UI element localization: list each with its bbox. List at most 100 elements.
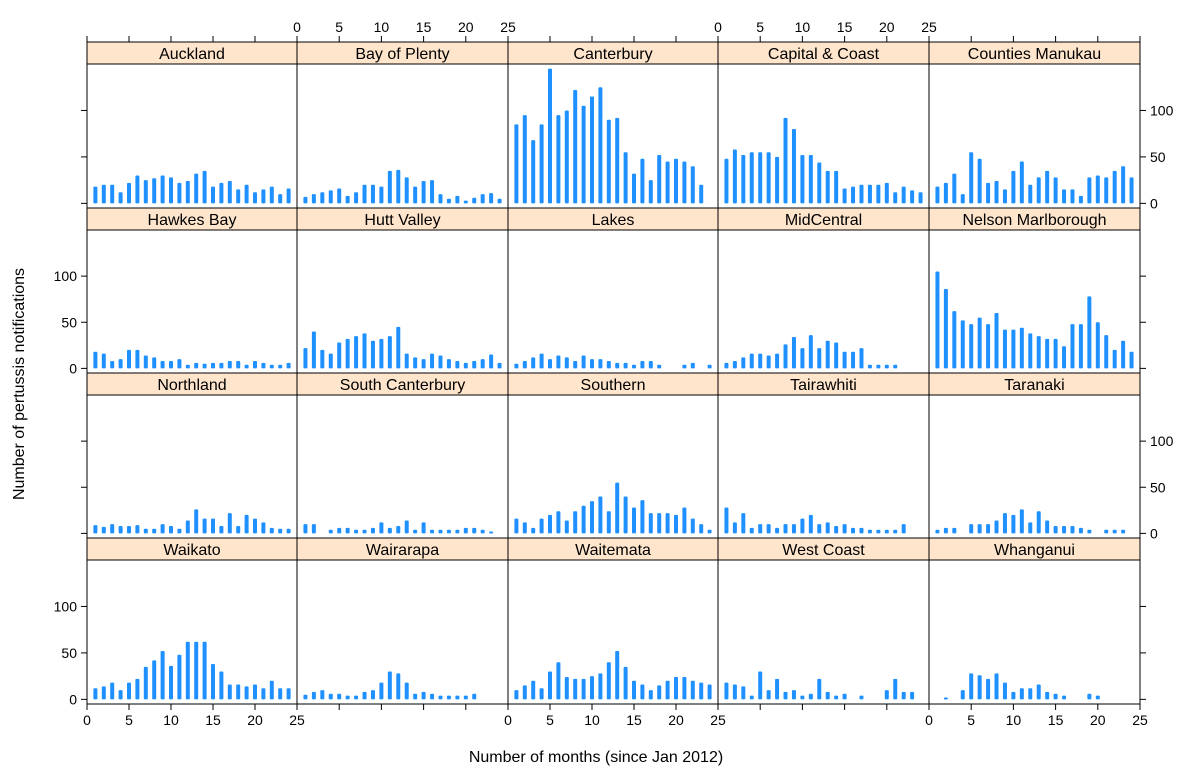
bar	[859, 348, 864, 369]
bar	[690, 166, 695, 204]
y-tick-label: 50	[1150, 479, 1166, 495]
bar	[598, 359, 603, 369]
bar	[548, 514, 552, 534]
bar	[1070, 324, 1075, 369]
bar	[1053, 526, 1058, 534]
bar	[472, 693, 477, 700]
panel-border	[507, 207, 719, 374]
panel-title: Hawkes Bay	[148, 212, 237, 229]
y-tick-label: 50	[1150, 149, 1166, 165]
bar	[194, 362, 199, 369]
x-tick-label: 20	[1090, 712, 1106, 728]
bar	[851, 527, 856, 534]
bar	[590, 676, 594, 700]
bar	[910, 691, 915, 700]
bar	[960, 690, 965, 700]
bar	[387, 170, 392, 204]
panel-midcentral: MidCentral	[717, 207, 930, 374]
bar	[1070, 526, 1075, 534]
bar	[632, 364, 636, 369]
y-axis-right: 0 50 100	[1140, 433, 1174, 541]
bar	[665, 513, 670, 534]
bar	[497, 362, 502, 369]
bar	[952, 527, 957, 534]
bar	[606, 662, 611, 700]
bar	[724, 362, 729, 369]
axes-layer: 0 5 10 15 20 25 0 5 10 15 20 25 0 5 10 15 20 25 0 5 10 15 20 25…	[54, 19, 1174, 728]
bar	[590, 96, 594, 204]
bar	[118, 526, 123, 534]
bar	[1019, 688, 1024, 700]
x-tick-label: 0	[293, 19, 301, 35]
bar	[1087, 529, 1092, 534]
panel-border	[928, 41, 1141, 209]
panel-border	[86, 41, 298, 209]
x-tick-label: 20	[247, 712, 263, 728]
bar	[489, 354, 494, 369]
bar	[446, 695, 451, 700]
bar	[143, 666, 148, 700]
bar	[615, 651, 620, 700]
x-axis-bottom-ticks	[296, 704, 509, 710]
panel-border	[717, 41, 930, 209]
bar	[834, 695, 839, 700]
bar	[960, 320, 965, 369]
bar	[455, 361, 460, 369]
bar	[876, 364, 881, 369]
bar	[354, 336, 359, 369]
bar	[143, 528, 148, 534]
bar	[1104, 335, 1109, 369]
bar	[986, 678, 991, 700]
bar	[876, 529, 881, 534]
bar	[842, 351, 847, 369]
bar	[808, 514, 813, 534]
bar	[1053, 338, 1058, 369]
bar	[893, 529, 898, 534]
bar	[421, 181, 426, 204]
bar	[834, 526, 839, 534]
bar	[657, 155, 662, 204]
bar	[269, 527, 274, 534]
bar	[531, 527, 536, 534]
bar	[438, 529, 443, 534]
x-axis-top-ticks	[507, 36, 719, 42]
bar	[825, 170, 830, 204]
bar	[110, 361, 115, 369]
bar	[791, 524, 796, 534]
bar	[606, 361, 611, 369]
panel-canterbury: Canterbury	[507, 41, 719, 209]
bar	[1062, 346, 1067, 369]
bar	[564, 520, 569, 534]
bar	[1002, 682, 1007, 700]
bar	[1002, 329, 1007, 369]
panel-title: Capital & Coast	[768, 46, 880, 63]
y-tick-label: 0	[69, 691, 77, 707]
panel-title: Hutt Valley	[364, 212, 440, 229]
bar	[766, 355, 771, 369]
bar	[463, 695, 468, 700]
bar	[531, 140, 536, 204]
bar	[825, 340, 830, 369]
bar	[800, 518, 805, 534]
y-axis-right	[1140, 605, 1146, 700]
bar	[749, 527, 754, 534]
bar	[986, 182, 991, 204]
bar	[1104, 177, 1109, 204]
bar	[303, 694, 308, 700]
bar	[657, 685, 662, 700]
bar	[606, 511, 611, 534]
bar	[1036, 511, 1041, 534]
x-tick-label: 10	[795, 19, 811, 35]
bar	[211, 664, 215, 700]
bar	[345, 695, 350, 700]
bar	[876, 184, 881, 204]
bar	[345, 195, 350, 204]
bar	[177, 359, 182, 369]
bar	[177, 182, 182, 204]
bar	[674, 158, 678, 204]
y-axis-right	[1140, 275, 1146, 369]
bar	[808, 155, 813, 204]
bar	[379, 522, 384, 534]
bar	[328, 529, 333, 534]
bar	[219, 526, 224, 534]
